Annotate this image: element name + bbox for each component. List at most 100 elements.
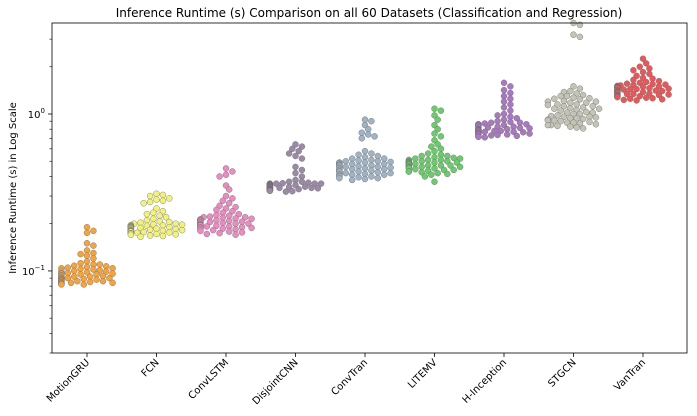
point-stgcn <box>576 110 584 118</box>
point-h-inception <box>507 107 514 114</box>
point-convlstm <box>222 205 230 212</box>
point-vantran <box>623 90 631 98</box>
point-fcn <box>156 212 163 219</box>
point-convtran <box>361 116 369 123</box>
point-convlstm <box>225 212 233 219</box>
y-major-ticks: 10−1 100 <box>22 107 52 278</box>
point-litemv <box>421 173 429 180</box>
point-convtran <box>355 151 362 158</box>
point-disjointcnn <box>273 180 280 187</box>
point-convlstm <box>229 208 236 215</box>
point-fcn <box>146 226 154 233</box>
point-convtran <box>381 155 388 162</box>
point-h-inception <box>494 117 501 125</box>
point-disjointcnn <box>292 152 299 160</box>
point-litemv <box>437 107 445 114</box>
point-vantran <box>643 60 650 67</box>
point-litemv <box>412 165 419 173</box>
point-vantran <box>649 75 656 82</box>
point-h-inception <box>488 132 495 139</box>
point-litemv <box>437 156 445 164</box>
point-stgcn <box>551 95 558 102</box>
point-motiongru <box>64 264 72 271</box>
point-convtran <box>342 163 349 171</box>
point-litemv <box>428 171 435 178</box>
point-disjointcnn <box>282 188 290 195</box>
point-vantran <box>639 68 647 76</box>
point-stgcn <box>589 103 596 110</box>
x-tick-label: H-Inception <box>461 357 509 405</box>
point-disjointcnn <box>298 173 306 180</box>
point-convtran <box>368 117 375 125</box>
point-vantran <box>655 83 663 90</box>
point-disjointcnn <box>292 169 299 177</box>
point-vantran <box>620 96 627 104</box>
point-convtran <box>342 169 349 177</box>
point-convtran <box>374 158 381 165</box>
point-litemv <box>431 178 438 185</box>
point-disjointcnn <box>298 143 306 150</box>
x-ticks: MotionGRU FCN ConvLSTM DisjointCNN ConvTran L… <box>45 353 648 407</box>
point-fcn <box>159 208 167 215</box>
point-convlstm <box>225 217 233 225</box>
x-tick-label: FCN <box>140 357 162 379</box>
point-convtran <box>365 131 372 138</box>
point-stgcn <box>570 31 577 38</box>
point-fcn <box>153 190 160 198</box>
point-convlstm <box>213 222 220 229</box>
point-fcn <box>159 197 167 204</box>
point-motiongru <box>83 229 91 236</box>
point-h-inception <box>520 129 527 136</box>
point-vantran <box>639 55 647 62</box>
point-stgcn <box>583 108 590 116</box>
point-h-inception <box>500 86 508 94</box>
point-h-inception <box>500 98 508 105</box>
point-fcn <box>162 213 170 221</box>
point-convlstm <box>206 213 214 220</box>
point-vantran <box>630 67 637 74</box>
point-motiongru <box>96 261 104 268</box>
point-motiongru <box>67 279 75 287</box>
point-convlstm <box>197 227 204 235</box>
point-h-inception <box>484 124 492 131</box>
point-h-inception <box>488 119 495 126</box>
y-tick-label: 100 <box>28 107 45 121</box>
point-fcn <box>172 225 179 233</box>
point-h-inception <box>494 131 501 139</box>
point-convlstm <box>222 171 230 178</box>
point-disjointcnn <box>279 180 286 187</box>
point-convlstm <box>232 226 239 233</box>
x-tick-label: STGCN <box>546 357 578 389</box>
point-vantran <box>627 95 634 102</box>
point-motiongru <box>83 223 91 231</box>
x-tick-label: LITEMV <box>406 357 440 391</box>
point-stgcn <box>567 99 574 106</box>
point-stgcn <box>576 33 584 41</box>
point-motiongru <box>70 273 78 280</box>
point-convlstm <box>248 224 255 232</box>
point-motiongru <box>83 269 91 276</box>
point-litemv <box>431 159 438 166</box>
point-fcn <box>178 226 186 234</box>
point-vantran <box>636 63 643 70</box>
point-disjointcnn <box>308 184 315 192</box>
point-stgcn <box>583 99 590 106</box>
point-convtran <box>361 147 369 155</box>
point-disjointcnn <box>298 155 306 162</box>
point-h-inception <box>504 131 511 138</box>
point-litemv <box>444 170 451 178</box>
point-fcn <box>153 196 160 203</box>
point-vantran <box>623 80 631 87</box>
point-convtran <box>387 164 394 171</box>
point-convtran <box>358 129 365 136</box>
point-h-inception <box>504 126 511 133</box>
point-disjointcnn <box>301 183 309 190</box>
point-disjointcnn <box>314 185 322 192</box>
point-h-inception <box>507 89 514 97</box>
point-fcn <box>146 232 154 239</box>
point-fcn <box>150 215 157 222</box>
point-disjointcnn <box>298 166 306 174</box>
point-motiongru <box>109 265 116 272</box>
point-litemv <box>437 145 445 153</box>
point-stgcn <box>586 118 593 126</box>
